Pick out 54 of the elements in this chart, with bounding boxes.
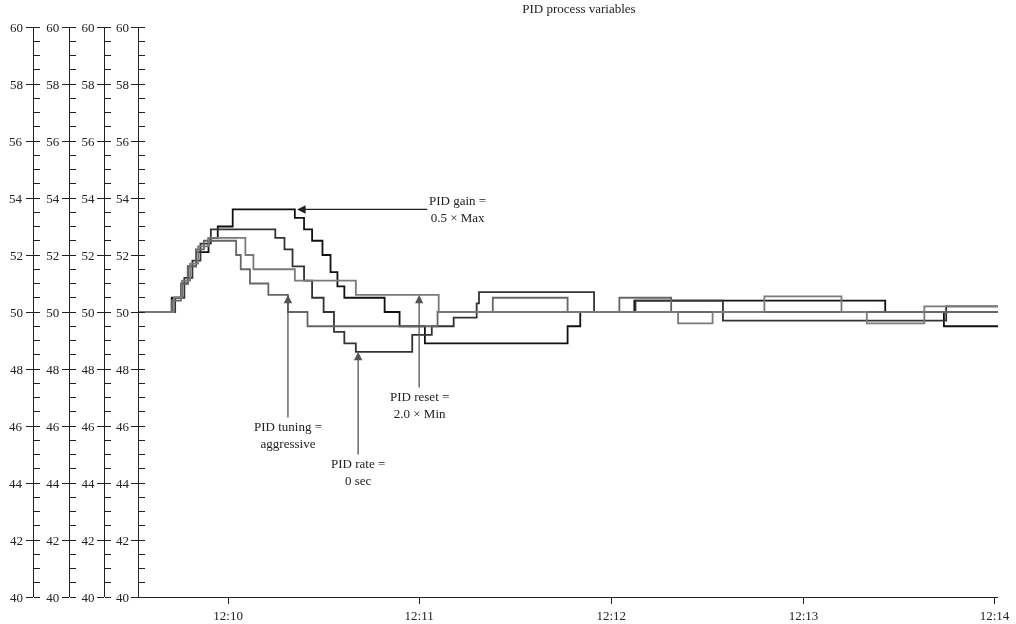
text: 48	[10, 362, 23, 377]
x-tick-label: 12:14	[979, 607, 1010, 623]
y2-tick-label: 46	[115, 418, 130, 434]
y3-tick-label: 42	[46, 532, 60, 548]
y-tick-label: 50	[81, 304, 95, 320]
annotation: PID reset = 2.0 × Min	[390, 389, 450, 421]
y3-tick-label: 52	[46, 247, 60, 263]
y2-tick-label: 52	[115, 247, 129, 263]
x-tick-label: 12:11	[404, 607, 434, 623]
y3-tick-label: 56	[46, 133, 60, 149]
y3-tick-label: 44	[46, 475, 60, 491]
text: 58	[10, 77, 23, 92]
y2-tick-label: 54	[115, 190, 130, 206]
text: 44	[9, 476, 23, 491]
y3-tick-label: 46	[46, 418, 60, 434]
y-tick-label: 52	[81, 247, 95, 263]
y-tick-label: 40	[81, 589, 95, 605]
text: 46	[9, 419, 23, 434]
y-tick-label: 44	[81, 475, 96, 491]
y3-tick-label: 50	[46, 304, 60, 320]
text: 54	[9, 191, 23, 206]
annotation: PID tuning = aggressive	[254, 419, 323, 451]
y2-tick-label: 44	[115, 475, 130, 491]
annotation: PID gain = 0.5 × Max	[429, 193, 487, 225]
y3-tick-label: 54	[46, 190, 60, 206]
y2-tick-label: 50	[115, 304, 129, 320]
y2-tick-label: 40	[115, 589, 129, 605]
y3-tick-label: 48	[46, 361, 60, 377]
y-tick-label: 58	[81, 76, 95, 92]
y-tick-label: 56	[81, 133, 96, 149]
annotation: PID rate = 0 sec	[331, 456, 386, 488]
y3-tick-label: 40	[46, 589, 60, 605]
text: 52	[10, 248, 23, 263]
chart-title: PID process variables	[522, 1, 636, 17]
x-tick-label: 12:13	[788, 607, 819, 623]
y-tick-label: 42	[81, 532, 95, 548]
x-tick-label: 12:10	[213, 607, 243, 623]
y-tick-label: 46	[81, 418, 96, 434]
y2-tick-label: 56	[115, 133, 130, 149]
y-tick-label: 48	[81, 361, 95, 377]
text: 50	[10, 305, 23, 320]
y3-tick-label: 58	[46, 76, 60, 92]
y3-tick-label: 60	[46, 19, 60, 35]
x-tick-label: 12:12	[596, 607, 627, 623]
text: 40	[10, 590, 23, 605]
text: 60	[10, 20, 23, 35]
y2-tick-label: 42	[115, 532, 129, 548]
text: 42	[10, 533, 23, 548]
y-tick-label: 60	[81, 19, 95, 35]
text: 56	[9, 134, 23, 149]
y2-tick-label: 58	[115, 76, 129, 92]
y2-tick-label: 60	[115, 19, 129, 35]
y2-tick-label: 48	[115, 361, 129, 377]
y-tick-label: 54	[81, 190, 96, 206]
